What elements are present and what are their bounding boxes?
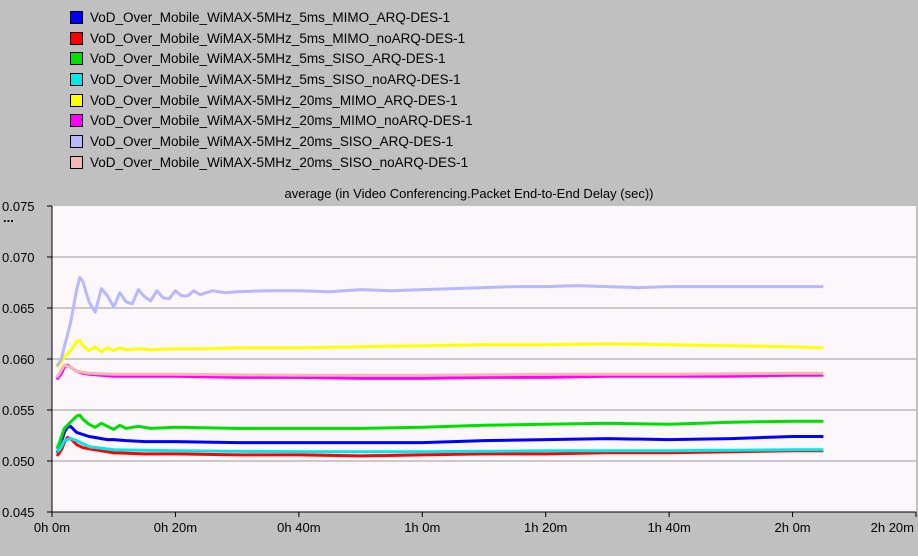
y-tick-label: 0.065 xyxy=(2,301,35,316)
legend-swatch xyxy=(70,134,83,148)
legend-swatch xyxy=(70,114,83,128)
y-tick-label: 0.070 xyxy=(2,250,35,265)
x-tick-label: 1h 0m xyxy=(404,520,440,535)
legend-swatch xyxy=(70,72,83,86)
legend-swatch xyxy=(70,52,83,66)
legend-item: VoD_Over_Mobile_WiMAX-5MHz_5ms_MIMO_noAR… xyxy=(70,28,473,49)
legend-label: VoD_Over_Mobile_WiMAX-5MHz_20ms_MIMO_ARQ… xyxy=(90,92,458,108)
y-tick-label: 0.050 xyxy=(2,454,35,469)
x-tick-label: 2h 0m xyxy=(775,520,811,535)
y-tick-label: 0.045 xyxy=(2,505,35,520)
y-tick-label: 0.075 xyxy=(2,199,35,214)
legend-label: VoD_Over_Mobile_WiMAX-5MHz_5ms_MIMO_noAR… xyxy=(90,30,466,46)
legend-swatch xyxy=(70,155,83,169)
legend-swatch xyxy=(70,93,83,107)
y-axis-overflow-mark: ... xyxy=(3,210,14,225)
series-line xyxy=(55,436,824,458)
chart-legend: VoD_Over_Mobile_WiMAX-5MHz_5ms_MIMO_ARQ-… xyxy=(70,7,473,173)
series-line xyxy=(55,424,824,454)
legend-label: VoD_Over_Mobile_WiMAX-5MHz_20ms_MIMO_noA… xyxy=(90,113,473,129)
series-line xyxy=(55,363,824,379)
x-tick-label: 2h 20m xyxy=(871,520,914,535)
legend-item: VoD_Over_Mobile_WiMAX-5MHz_5ms_MIMO_ARQ-… xyxy=(70,7,473,28)
axes: 0.045 0.050 0.055 0.060 0.065 0.070 0.075 0h 0m… xyxy=(2,199,917,535)
legend-item: VoD_Over_Mobile_WiMAX-5MHz_20ms_SISO_ARQ… xyxy=(70,131,473,152)
series-line xyxy=(55,275,824,367)
legend-item: VoD_Over_Mobile_WiMAX-5MHz_20ms_MIMO_ARQ… xyxy=(70,90,473,111)
x-tick-label: 0h 20m xyxy=(154,520,197,535)
legend-swatch xyxy=(70,10,83,24)
legend-item: VoD_Over_Mobile_WiMAX-5MHz_5ms_SISO_noAR… xyxy=(70,69,473,90)
legend-item: VoD_Over_Mobile_WiMAX-5MHz_5ms_SISO_ARQ-… xyxy=(70,48,473,69)
legend-item: VoD_Over_Mobile_WiMAX-5MHz_20ms_MIMO_noA… xyxy=(70,110,473,131)
legend-label: VoD_Over_Mobile_WiMAX-5MHz_5ms_MIMO_ARQ-… xyxy=(90,9,451,25)
x-tick-label: 1h 20m xyxy=(524,520,567,535)
series-line xyxy=(55,437,824,454)
gridlines xyxy=(52,256,916,462)
series-line xyxy=(55,413,824,450)
legend-label: VoD_Over_Mobile_WiMAX-5MHz_20ms_SISO_noA… xyxy=(90,154,469,170)
x-tick-label: 1h 40m xyxy=(647,520,690,535)
series-lines xyxy=(55,275,824,458)
legend-label: VoD_Over_Mobile_WiMAX-5MHz_20ms_SISO_ARQ… xyxy=(90,133,454,149)
x-tick-label: 0h 40m xyxy=(277,520,320,535)
x-tick-label: 0h 0m xyxy=(34,520,70,535)
legend-label: VoD_Over_Mobile_WiMAX-5MHz_5ms_SISO_noAR… xyxy=(90,71,461,87)
legend-swatch xyxy=(70,31,83,45)
y-tick-label: 0.055 xyxy=(2,403,35,418)
series-line xyxy=(55,339,824,369)
y-tick-label: 0.060 xyxy=(2,352,35,367)
chart-title: average (in Video Conferencing.Packet En… xyxy=(284,186,653,201)
legend-item: VoD_Over_Mobile_WiMAX-5MHz_20ms_SISO_noA… xyxy=(70,152,473,173)
legend-label: VoD_Over_Mobile_WiMAX-5MHz_5ms_SISO_ARQ-… xyxy=(90,51,446,67)
